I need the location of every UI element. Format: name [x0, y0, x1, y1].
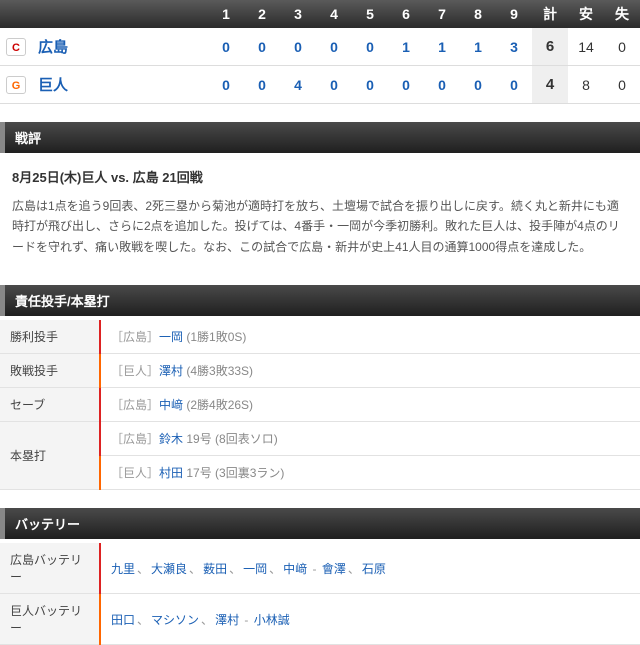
pitcher-row-label: 勝利投手: [0, 320, 100, 354]
section-battery: バッテリー: [0, 508, 640, 539]
inning-score: 1: [388, 28, 424, 66]
player-link[interactable]: 薮田: [203, 562, 227, 576]
battery-players: 九里、大瀬良、薮田、一岡、中﨑 - 會澤、石原: [100, 543, 640, 594]
inning-score: 0: [424, 66, 460, 104]
battery-players: 田口、マシソン、澤村 - 小林誠: [100, 594, 640, 645]
sb-header: 2: [244, 0, 280, 28]
inning-score: 0: [244, 28, 280, 66]
inning-score: 1: [424, 28, 460, 66]
inning-score: 0: [388, 66, 424, 104]
sb-header: 4: [316, 0, 352, 28]
battery-label: 広島バッテリー: [0, 543, 100, 594]
team-logo-icon: C: [6, 38, 26, 56]
inning-score: 3: [496, 28, 532, 66]
player-link[interactable]: 一岡: [243, 562, 267, 576]
sb-header: 3: [280, 0, 316, 28]
inning-score: 0: [460, 66, 496, 104]
sb-header: 5: [352, 0, 388, 28]
sb-header: 1: [208, 0, 244, 28]
player-stat: (1勝1敗0S): [183, 330, 246, 344]
section-pitchers: 責任投手/本塁打: [0, 285, 640, 316]
team-link[interactable]: 広島: [38, 39, 68, 56]
inning-score: 4: [280, 66, 316, 104]
team-tag: ［巨人］: [111, 364, 159, 378]
team-tag: ［広島］: [111, 432, 159, 446]
player-stat: (2勝4敗26S): [183, 398, 253, 412]
hr-label: 本塁打: [0, 422, 100, 490]
errors: 0: [604, 66, 640, 104]
player-link[interactable]: 鈴木: [159, 432, 183, 446]
player-link[interactable]: 村田: [159, 466, 183, 480]
team-link[interactable]: 巨人: [38, 77, 68, 94]
sb-header: 9: [496, 0, 532, 28]
player-link[interactable]: 石原: [362, 562, 386, 576]
pitcher-cell: ［巨人］澤村 (4勝3敗33S): [100, 354, 640, 388]
player-link[interactable]: 澤村: [215, 613, 239, 627]
player-link[interactable]: 中﨑: [159, 398, 183, 412]
review-body: 広島は1点を追う9回表、2死三塁から菊池が適時打を放ち、土壇場で試合を振り出しに…: [0, 196, 640, 267]
inning-score: 0: [496, 66, 532, 104]
sb-header: 8: [460, 0, 496, 28]
pitcher-row-label: 敗戦投手: [0, 354, 100, 388]
player-link[interactable]: 一岡: [159, 330, 183, 344]
player-link[interactable]: 田口: [111, 613, 135, 627]
sb-header: 7: [424, 0, 460, 28]
inning-score: 0: [352, 28, 388, 66]
sb-header: [0, 0, 208, 28]
inning-score: 1: [460, 28, 496, 66]
sb-header: 計: [532, 0, 568, 28]
battery-table: 広島バッテリー九里、大瀬良、薮田、一岡、中﨑 - 會澤、石原巨人バッテリー田口、…: [0, 543, 640, 645]
scoreboard-table: 123456789計安失 C広島0000011136140G巨人00400000…: [0, 0, 640, 104]
team-logo-icon: G: [6, 76, 26, 94]
team-tag: ［広島］: [111, 330, 159, 344]
player-stat: 19号 (8回表ソロ): [183, 432, 278, 446]
hits: 8: [568, 66, 604, 104]
total-score: 6: [532, 28, 568, 66]
pitcher-row-label: セーブ: [0, 388, 100, 422]
sb-header: 失: [604, 0, 640, 28]
player-link[interactable]: 大瀬良: [151, 562, 187, 576]
pitcher-cell: ［巨人］村田 17号 (3回裏3ラン): [100, 456, 640, 490]
player-link[interactable]: 小林誠: [254, 613, 290, 627]
inning-score: 0: [280, 28, 316, 66]
sb-header: 安: [568, 0, 604, 28]
inning-score: 0: [316, 66, 352, 104]
team-cell: C 広島: [0, 28, 208, 66]
player-link[interactable]: マシソン: [151, 613, 199, 627]
pitcher-cell: ［広島］鈴木 19号 (8回表ソロ): [100, 422, 640, 456]
player-link[interactable]: 九里: [111, 562, 135, 576]
battery-label: 巨人バッテリー: [0, 594, 100, 645]
errors: 0: [604, 28, 640, 66]
section-review: 戦評: [0, 122, 640, 153]
player-link[interactable]: 澤村: [159, 364, 183, 378]
team-tag: ［巨人］: [111, 466, 159, 480]
player-link[interactable]: 中﨑: [283, 562, 307, 576]
inning-score: 0: [316, 28, 352, 66]
sb-header: 6: [388, 0, 424, 28]
player-stat: 17号 (3回裏3ラン): [183, 466, 284, 480]
player-stat: (4勝3敗33S): [183, 364, 253, 378]
inning-score: 0: [244, 66, 280, 104]
pitchers-table: 勝利投手［広島］一岡 (1勝1敗0S)敗戦投手［巨人］澤村 (4勝3敗33S)セ…: [0, 320, 640, 490]
pitcher-cell: ［広島］一岡 (1勝1敗0S): [100, 320, 640, 354]
team-cell: G 巨人: [0, 66, 208, 104]
inning-score: 0: [208, 66, 244, 104]
pitcher-cell: ［広島］中﨑 (2勝4敗26S): [100, 388, 640, 422]
total-score: 4: [532, 66, 568, 104]
inning-score: 0: [208, 28, 244, 66]
inning-score: 0: [352, 66, 388, 104]
team-tag: ［広島］: [111, 398, 159, 412]
review-title: 8月25日(木)巨人 vs. 広島 21回戦: [0, 153, 640, 196]
hits: 14: [568, 28, 604, 66]
player-link[interactable]: 會澤: [322, 562, 346, 576]
